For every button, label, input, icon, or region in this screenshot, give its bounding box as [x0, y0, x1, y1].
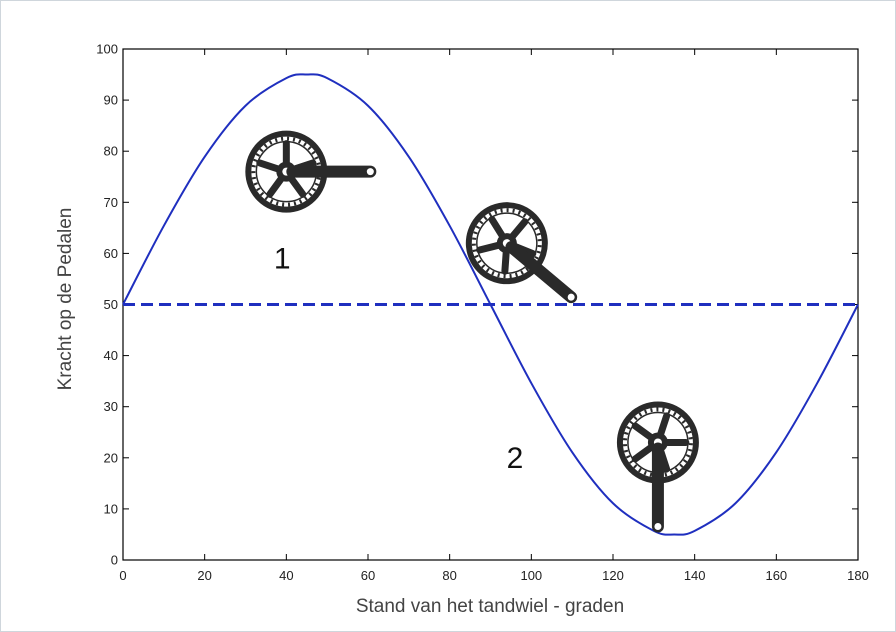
y-tick-label: 40: [104, 348, 118, 363]
axes: 0 20 40 60 80 100 120 140 160 180 0 10 20 30 40 50 60 70 8…: [96, 42, 869, 584]
x-tick-label: 80: [442, 568, 456, 583]
y-tick-label: 100: [96, 42, 118, 57]
x-tick-label: 100: [520, 568, 542, 583]
x-tick-label: 140: [684, 568, 706, 583]
series-layer: [122, 73, 859, 536]
y-tick-label: 30: [104, 399, 118, 414]
y-tick-label: 60: [104, 246, 118, 261]
y-tick-label: 50: [104, 297, 118, 312]
x-tick-label: 20: [197, 568, 211, 583]
y-tick-label: 0: [111, 553, 118, 568]
y-tick-label: 90: [104, 93, 118, 108]
x-tick-label: 120: [602, 568, 624, 583]
x-tick-label: 40: [279, 568, 293, 583]
y-tick-label: 70: [104, 195, 118, 210]
y-tick-label: 10: [104, 501, 118, 516]
annotation-layer: 12: [274, 243, 523, 475]
x-axis-label: Stand van het tandwiel - graden: [356, 596, 624, 617]
region-label: 2: [507, 442, 524, 475]
y-axis-label: Kracht op de Pedalen: [55, 208, 76, 391]
x-tick-label: 60: [361, 568, 375, 583]
region-label: 1: [274, 243, 291, 276]
y-tick-label: 20: [104, 450, 118, 465]
x-tick-label: 0: [119, 568, 126, 583]
y-tick-label: 80: [104, 144, 118, 159]
x-tick-label: 160: [765, 568, 787, 583]
x-tick-label: 180: [847, 568, 869, 583]
